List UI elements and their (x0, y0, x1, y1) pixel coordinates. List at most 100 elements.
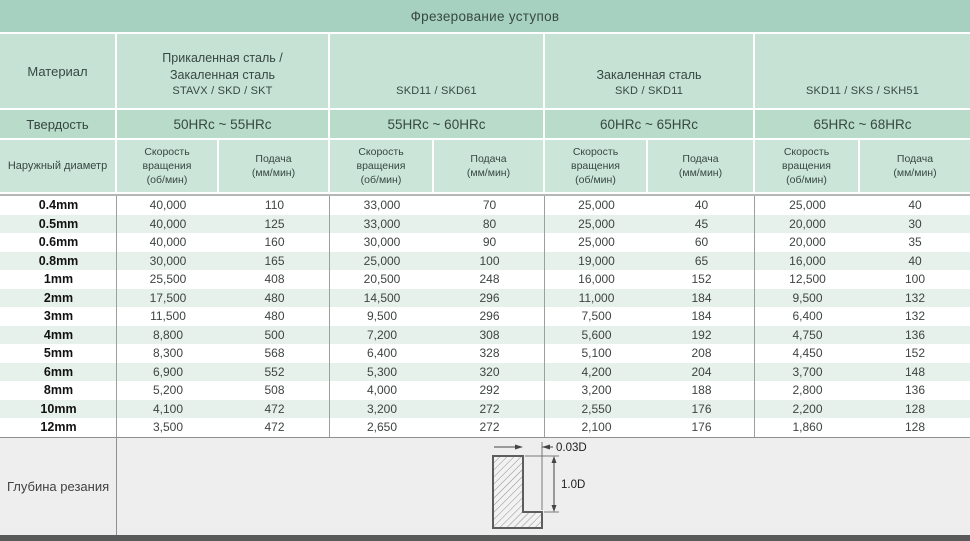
table-row: 8mm 5,200 508 4,000 292 3,200 188 2,800 136 (0, 381, 970, 400)
feed-value: 80 (482, 216, 497, 231)
workpiece-step-profile (492, 454, 543, 529)
bottom-border-bar (0, 535, 970, 541)
speed-value: 4,450 (792, 346, 823, 360)
speed-value: 2,200 (792, 401, 823, 416)
step-depth-label: 1.0D (561, 479, 585, 491)
speed-value: 4,750 (792, 327, 823, 342)
feed-value: 208 (691, 346, 712, 360)
table-row: 2mm 17,500 480 14,500 296 11,000 184 9,500 132 (0, 288, 970, 307)
column-divider (754, 196, 755, 437)
material-line: Закаленная сталь (169, 68, 276, 82)
hardness-range-2: 55HRc ~ 60HRc (330, 110, 545, 138)
feed-value: 480 (264, 290, 285, 305)
material-line: Прикаленная сталь / (162, 51, 283, 65)
feed-value: 296 (479, 290, 500, 305)
speed-value: 11,500 (150, 309, 186, 323)
feed-value: 408 (264, 272, 285, 286)
hardness-range-4: 65HRc ~ 68HRc (755, 110, 970, 138)
cutting-depth-label: Глубина резания (7, 478, 110, 494)
speed-value: 9,500 (366, 309, 398, 323)
speed-value: 8,300 (152, 346, 184, 360)
speed-value: 30,000 (149, 253, 187, 268)
table-row: 1mm 25,500 408 20,500 248 16,000 152 12,500 100 (0, 270, 970, 289)
feed-value: 60 (694, 235, 709, 249)
material-group-2: SKD11 / SKD61 (330, 34, 545, 108)
column-divider (116, 196, 117, 437)
speed-value: 16,000 (578, 272, 615, 286)
speed-value: 20,000 (789, 235, 826, 249)
depth-of-cut-diagram: 0.03D 1.0D (492, 441, 587, 529)
feed-header-unit: (мм/мин) (678, 167, 723, 179)
feed-header-cell: Подача (мм/мин) (860, 140, 970, 192)
feed-value: 35 (908, 235, 922, 249)
speed-header-cell: Скорость вращения (об/мин) (117, 140, 219, 192)
speed-value: 8,800 (152, 327, 184, 342)
speed-value: 25,000 (789, 198, 826, 212)
cutting-depth-section: Глубина резания 0.03D (0, 436, 970, 535)
feed-value: 100 (479, 253, 500, 268)
speed-header-cell: Скорость вращения (об/мин) (755, 140, 860, 192)
speed-header-line: вращения (142, 160, 192, 172)
feed-header-line: Подача (896, 153, 934, 165)
table-row: 5mm 8,300 568 6,400 328 5,100 208 4,450 152 (0, 344, 970, 363)
speed-value: 2,550 (581, 401, 612, 416)
material-row: Материал Прикаленная сталь / Закаленная … (0, 34, 970, 108)
table-row: 0.8mm 30,000 165 25,000 100 19,000 65 16,000 40 (0, 251, 970, 270)
speed-header-unit: (об/мин) (360, 174, 402, 186)
feed-value: 152 (904, 346, 926, 360)
speed-header-unit: (об/мин) (786, 174, 827, 186)
speed-header-unit: (об/мин) (575, 174, 616, 186)
hardness-row: Твердость 50HRc ~ 55HRc 55HRc ~ 60HRc 60… (0, 110, 970, 138)
speed-value: 5,100 (581, 346, 612, 360)
feed-value: 40 (694, 198, 709, 212)
speed-value: 40,000 (149, 216, 187, 231)
feed-value: 328 (479, 346, 500, 360)
material-grades: SKD / SKD11 (614, 85, 684, 97)
diameter-cell: 3mm (43, 309, 74, 323)
speed-value: 5,300 (366, 364, 398, 379)
feed-value: 320 (479, 364, 500, 379)
material-group-1: Прикаленная сталь / Закаленная сталь STA… (117, 34, 330, 108)
feed-value: 472 (264, 420, 285, 434)
arrowhead-down-icon (551, 504, 557, 512)
hardness-range-3: 60HRc ~ 65HRc (545, 110, 755, 138)
feed-value: 128 (904, 401, 926, 416)
speed-value: 2,800 (792, 383, 823, 397)
table-row: 12mm 3,500 472 2,650 272 2,100 176 1,860 128 (0, 418, 970, 437)
step-width-label: 0.03D (556, 442, 587, 454)
table-title: Фрезерование уступов (410, 8, 560, 24)
column-divider (544, 196, 545, 437)
feed-header-cell: Подача (мм/мин) (648, 140, 755, 192)
diameter-cell: 0.8mm (38, 253, 79, 268)
feed-value: 204 (691, 364, 712, 379)
material-group-3: Закаленная сталь SKD / SKD11 (545, 34, 755, 108)
speed-value: 25,000 (578, 235, 615, 249)
feed-value: 272 (479, 401, 500, 416)
material-label: Материал (0, 34, 117, 108)
speed-header-line: вращения (356, 160, 406, 172)
feed-value: 248 (479, 272, 500, 286)
feed-value: 296 (479, 309, 500, 323)
diameter-cell: 0.6mm (38, 235, 79, 249)
feed-value: 272 (479, 420, 500, 434)
speed-value: 4,200 (581, 364, 612, 379)
table-row: 3mm 11,500 480 9,500 296 7,500 184 6,400 132 (0, 307, 970, 326)
speed-header-line: Скорость (783, 146, 830, 158)
feed-value: 132 (904, 290, 926, 305)
speed-value: 6,900 (152, 364, 184, 379)
table-row: 0.6mm 40,000 160 30,000 90 25,000 60 20,000 35 (0, 233, 970, 252)
speed-value: 17,500 (149, 290, 187, 305)
feed-value: 308 (479, 327, 500, 342)
feed-value: 148 (904, 364, 926, 379)
feed-value: 176 (691, 401, 712, 416)
speed-value: 4,100 (152, 401, 184, 416)
speed-value: 14,500 (363, 290, 401, 305)
feed-value: 100 (904, 272, 926, 286)
speed-value: 3,200 (366, 401, 398, 416)
speed-value: 9,500 (792, 290, 823, 305)
material-grades: STAVX / SKD / SKT (172, 85, 273, 97)
feed-value: 90 (482, 235, 497, 249)
material-group-4: SKD11 / SKS / SKH51 (755, 34, 970, 108)
table-row: 4mm 8,800 500 7,200 308 5,600 192 4,750 136 (0, 325, 970, 344)
